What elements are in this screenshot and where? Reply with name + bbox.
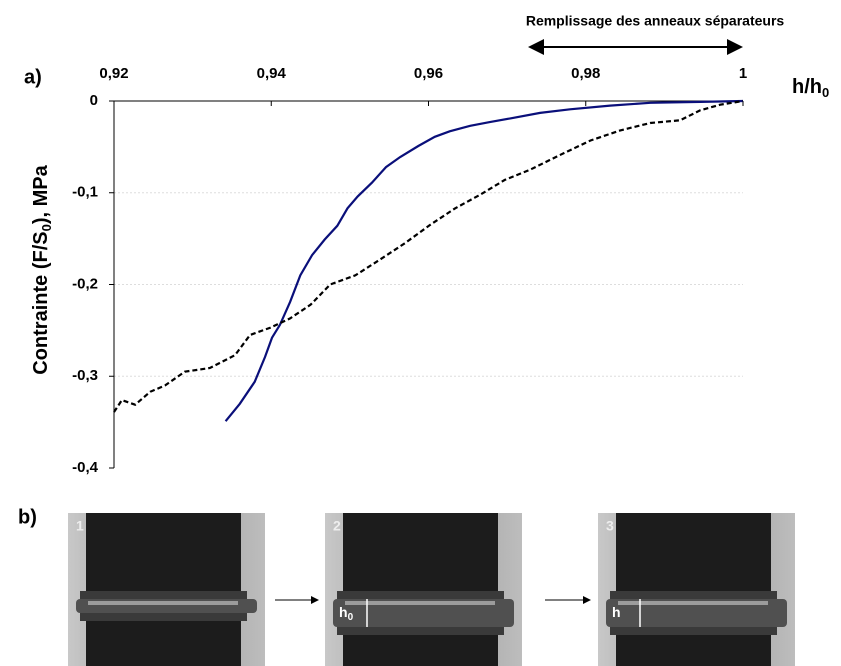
panel-label: a) [24, 66, 42, 88]
photo-number: 2 [333, 518, 341, 534]
sample [333, 599, 514, 627]
lower-ring [80, 613, 247, 621]
height-label: h [612, 604, 621, 620]
photo-number: 1 [76, 518, 84, 534]
height-label-text: h [612, 604, 621, 620]
panel-label: b) [18, 506, 37, 528]
lower-platen [343, 635, 498, 666]
y-tick-label: -0,3 [72, 367, 98, 384]
y-tick-label: 0 [90, 92, 98, 109]
upper-ring [80, 591, 247, 599]
y-axis-label-sub: 0 [39, 224, 54, 231]
sample [606, 599, 787, 627]
annotation: Remplissage des anneaux séparateurs [526, 13, 785, 29]
x-tick-label: 1 [739, 65, 747, 82]
photo: 2 h0 [325, 513, 522, 666]
height-label-sub: 0 [348, 612, 354, 623]
sample-highlight [88, 601, 238, 605]
upper-platen [343, 513, 498, 591]
upper-ring [337, 591, 504, 599]
y-axis-label-text: Contrainte (F/S [30, 231, 52, 374]
lower-ring [610, 627, 777, 635]
x-axis-label: h/h0 [792, 76, 829, 100]
lower-ring [337, 627, 504, 635]
x-tick-label: 0,92 [99, 65, 128, 82]
sample-highlight [345, 601, 495, 605]
upper-platen [616, 513, 771, 591]
photo: 1 [68, 513, 265, 666]
photo-number: 3 [606, 518, 614, 534]
sample-highlight [618, 601, 768, 605]
x-tick-label: 0,98 [571, 65, 600, 82]
data-line [224, 99, 744, 422]
x-axis-label-text: h/h [792, 76, 822, 98]
lower-platen [86, 621, 241, 666]
y-tick-label: -0,2 [72, 275, 98, 292]
y-tick-label: -0,1 [72, 184, 98, 201]
y-axis-label-end: ), MPa [30, 164, 52, 224]
data-line [113, 99, 744, 413]
lower-platen [616, 635, 771, 666]
height-label-text: h [339, 604, 348, 620]
upper-ring [610, 591, 777, 599]
x-tick-label: 0,96 [414, 65, 443, 82]
upper-platen [86, 513, 241, 591]
y-axis-label: Contrainte (F/S0), MPa [30, 164, 54, 374]
height-label: h0 [339, 604, 354, 623]
x-tick-label: 0,94 [257, 65, 287, 82]
x-axis-label-sub: 0 [822, 85, 829, 100]
photo: 3h [598, 513, 795, 666]
y-tick-label: -0,4 [72, 459, 99, 476]
